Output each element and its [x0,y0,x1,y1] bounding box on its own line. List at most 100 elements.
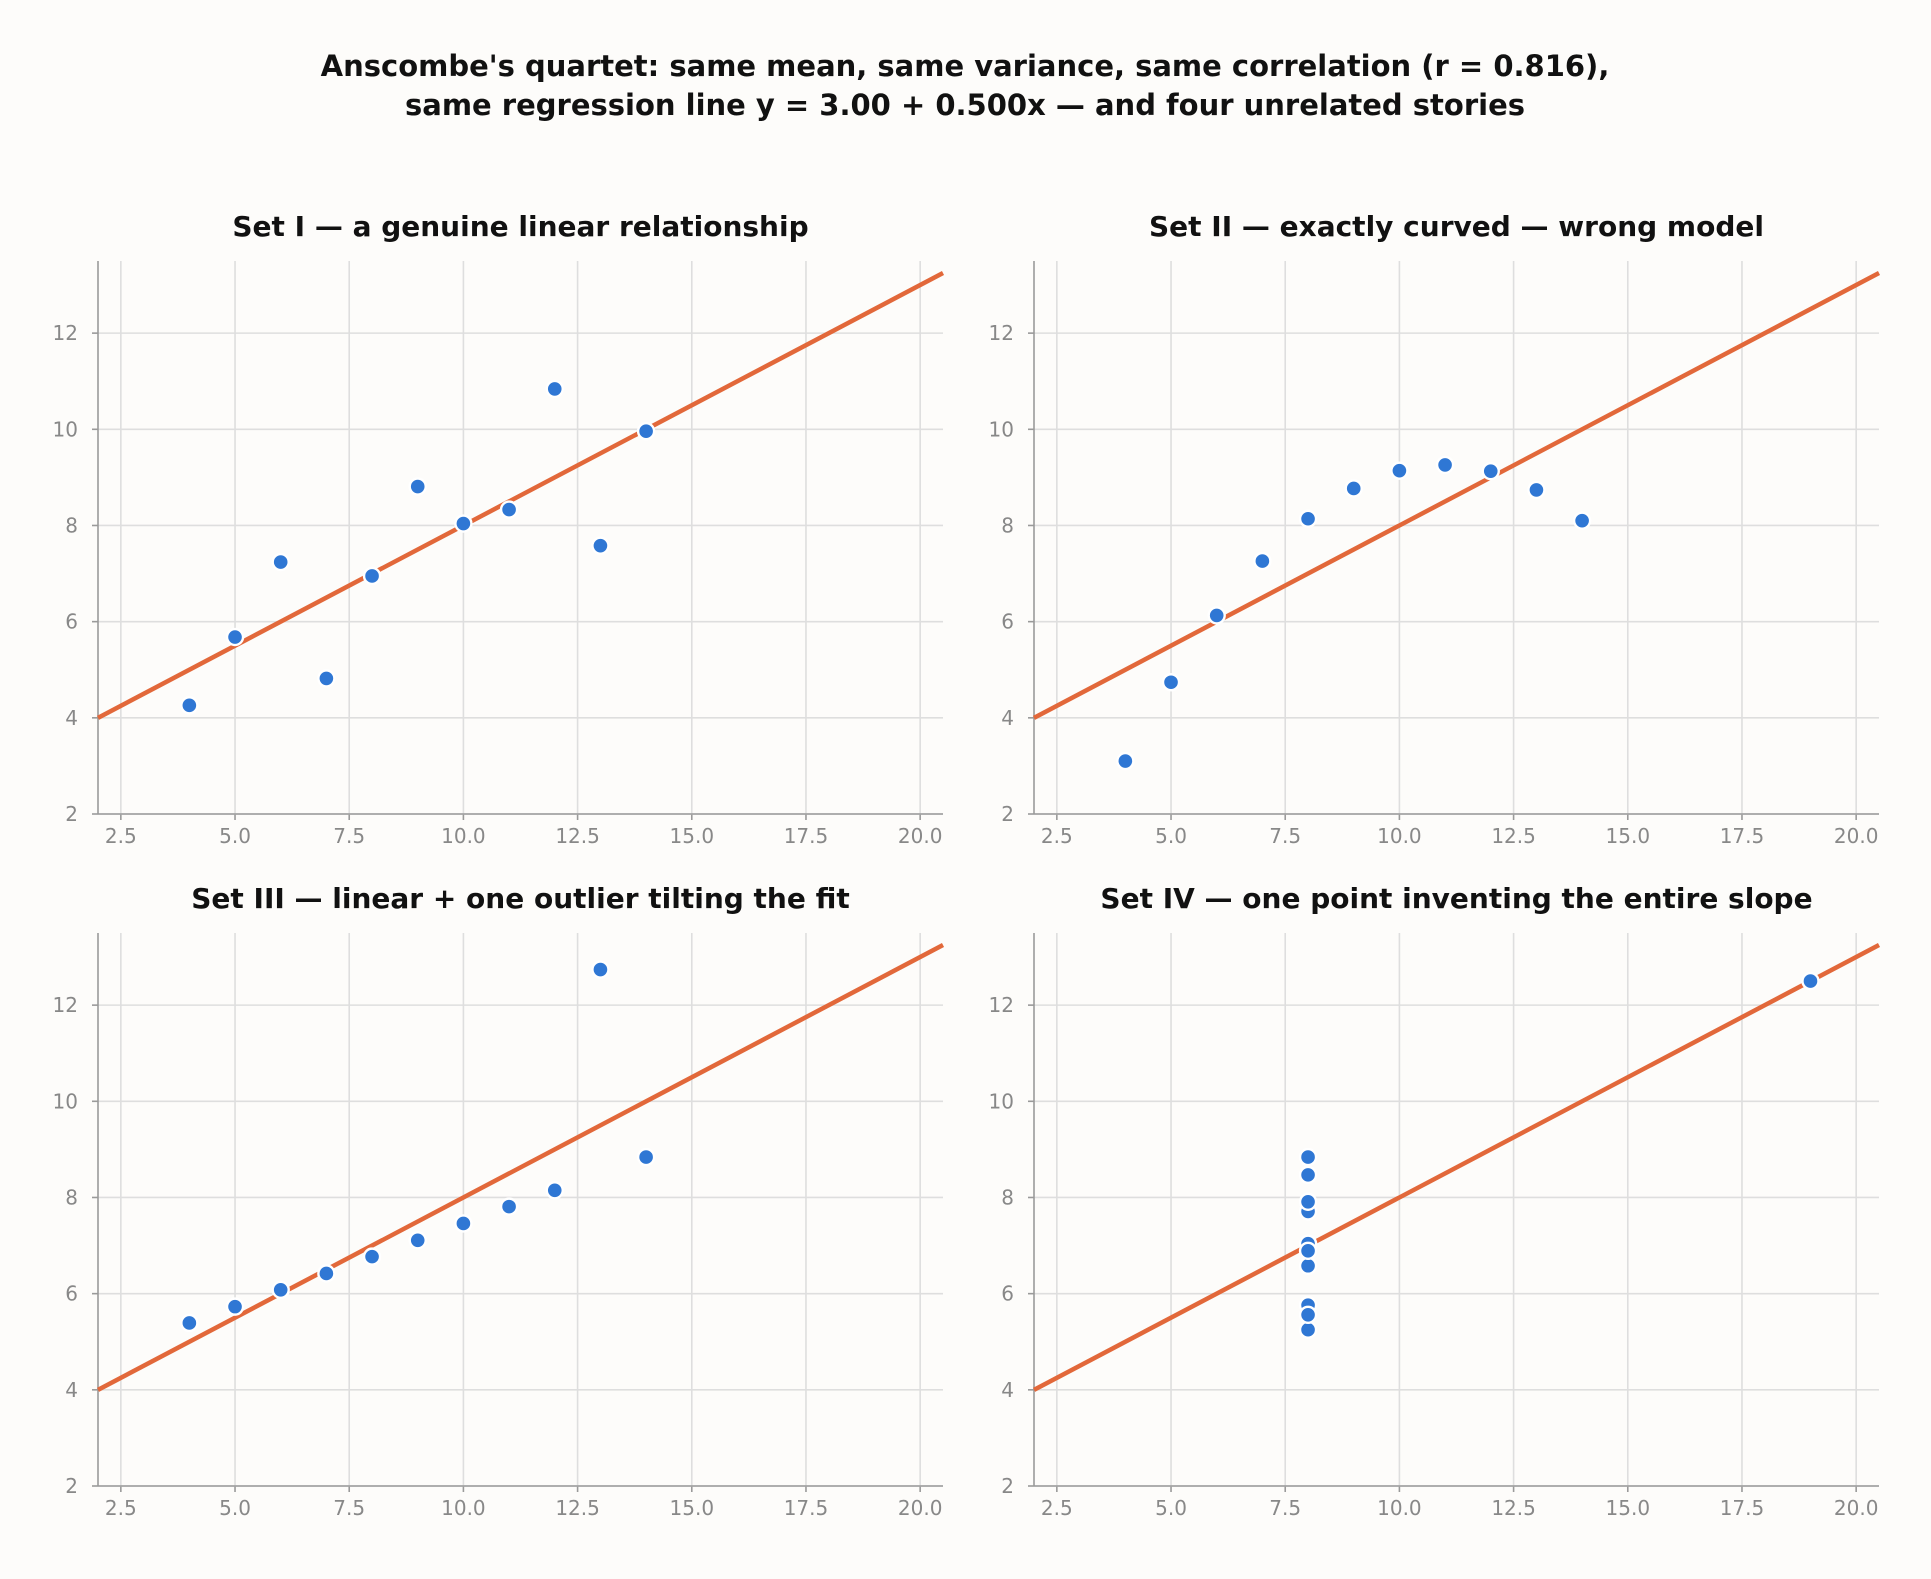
x-tick-label: 20.0 [898,824,943,848]
x-tick-label: 12.5 [1491,824,1536,848]
x-tick-label: 15.0 [670,1496,715,1520]
data-point [636,1147,656,1167]
data-point [1298,1165,1318,1185]
y-tick-label: 10 [989,1089,1014,1113]
data-point [1207,606,1226,625]
data-point [499,1197,519,1216]
x-tick-label: 12.5 [1491,1496,1536,1520]
y-tick-label: 6 [65,1282,78,1306]
x-tick-label: 15.0 [1606,1496,1651,1520]
x-tick-label: 10.0 [1377,824,1422,848]
y-tick-label: 12 [989,321,1014,345]
y-tick-label: 12 [989,993,1014,1017]
data-point [271,1280,290,1300]
figure-title-line1: Anscombe's quartet: same mean, same vari… [321,49,1610,83]
data-point [317,1264,336,1283]
x-tick-label: 17.5 [784,1496,829,1520]
y-tick-label: 10 [989,417,1014,441]
data-point [1298,1320,1318,1339]
x-tick-label: 15.0 [1606,824,1651,848]
data-point [180,696,199,715]
data-point [1344,479,1363,498]
data-point [591,960,610,979]
data-point [1390,461,1409,480]
y-tick-label: 2 [65,802,78,826]
x-tick-label: 2.5 [1041,1496,1073,1520]
y-tick-label: 8 [1001,513,1014,537]
x-tick-label: 7.5 [1269,824,1301,848]
y-tick-label: 10 [53,1089,78,1113]
x-tick-label: 7.5 [1269,1496,1301,1520]
data-point [591,536,610,555]
panel-title: Set I — a genuine linear relationship [232,210,808,243]
data-point [1298,1305,1318,1325]
panel-title: Set III — linear + one outlier tilting t… [191,882,850,915]
y-tick-label: 8 [65,513,78,537]
y-tick-label: 4 [65,706,78,730]
data-point [362,566,382,586]
data-point [271,552,290,572]
scatter-panel-4: Set IV — one point inventing the entire … [989,882,1881,1520]
regression-line [96,271,945,720]
data-point [545,1181,564,1200]
x-tick-label: 5.0 [219,1496,251,1520]
data-point [1572,511,1592,530]
data-point [454,1214,473,1233]
data-point [1298,509,1318,528]
y-tick-label: 6 [1001,1282,1014,1306]
x-tick-label: 12.5 [555,824,600,848]
x-tick-label: 17.5 [1720,1496,1765,1520]
scatter-panel-2: Set II — exactly curved — wrong model 2.5… [989,210,1881,848]
data-point [1481,461,1500,481]
data-point [545,379,564,399]
scatter-panel-1: Set I — a genuine linear relationship 2.5… [53,210,945,848]
x-tick-label: 5.0 [219,824,251,848]
data-point [454,514,473,533]
x-tick-label: 17.5 [1720,824,1765,848]
x-tick-label: 10.0 [441,1496,486,1520]
data-point [1161,673,1181,692]
x-tick-label: 17.5 [784,824,829,848]
data-point [1116,751,1135,771]
panel-title: Set II — exactly curved — wrong model [1149,210,1764,243]
scatter-panel-3: Set III — linear + one outlier tilting t… [53,882,945,1520]
data-point [636,422,656,441]
data-point [1298,1192,1318,1212]
y-tick-label: 2 [65,1474,78,1498]
data-point [225,627,245,647]
y-tick-label: 2 [1001,802,1014,826]
y-tick-label: 8 [1001,1185,1014,1209]
figure-title-line2: same regression line y = 3.00 + 0.500x —… [405,88,1525,122]
data-point [408,477,427,496]
x-tick-label: 10.0 [441,824,486,848]
y-tick-label: 8 [65,1185,78,1209]
data-point [1435,455,1455,475]
x-tick-label: 7.5 [333,824,365,848]
y-tick-label: 10 [53,417,78,441]
x-tick-label: 20.0 [898,1496,943,1520]
data-point [362,1247,382,1266]
x-tick-label: 12.5 [555,1496,600,1520]
regression-line [96,943,945,1392]
y-tick-label: 12 [53,321,78,345]
data-point [1298,1256,1318,1275]
y-tick-label: 4 [65,1378,78,1402]
x-tick-label: 20.0 [1834,1496,1879,1520]
data-point [317,669,336,688]
data-point [225,1297,245,1316]
x-tick-label: 10.0 [1377,1496,1422,1520]
x-tick-label: 2.5 [105,824,137,848]
x-tick-label: 15.0 [670,824,715,848]
data-point [1253,551,1272,571]
data-point [408,1231,427,1250]
x-tick-label: 2.5 [1041,824,1073,848]
x-tick-label: 7.5 [333,1496,365,1520]
data-point [1298,1147,1318,1167]
data-point [1527,480,1546,500]
panel-title: Set IV — one point inventing the entire … [1100,882,1812,915]
regression-line [1032,271,1881,720]
x-tick-label: 5.0 [1155,1496,1187,1520]
data-point [1801,971,1820,991]
regression-line [1032,943,1881,1392]
